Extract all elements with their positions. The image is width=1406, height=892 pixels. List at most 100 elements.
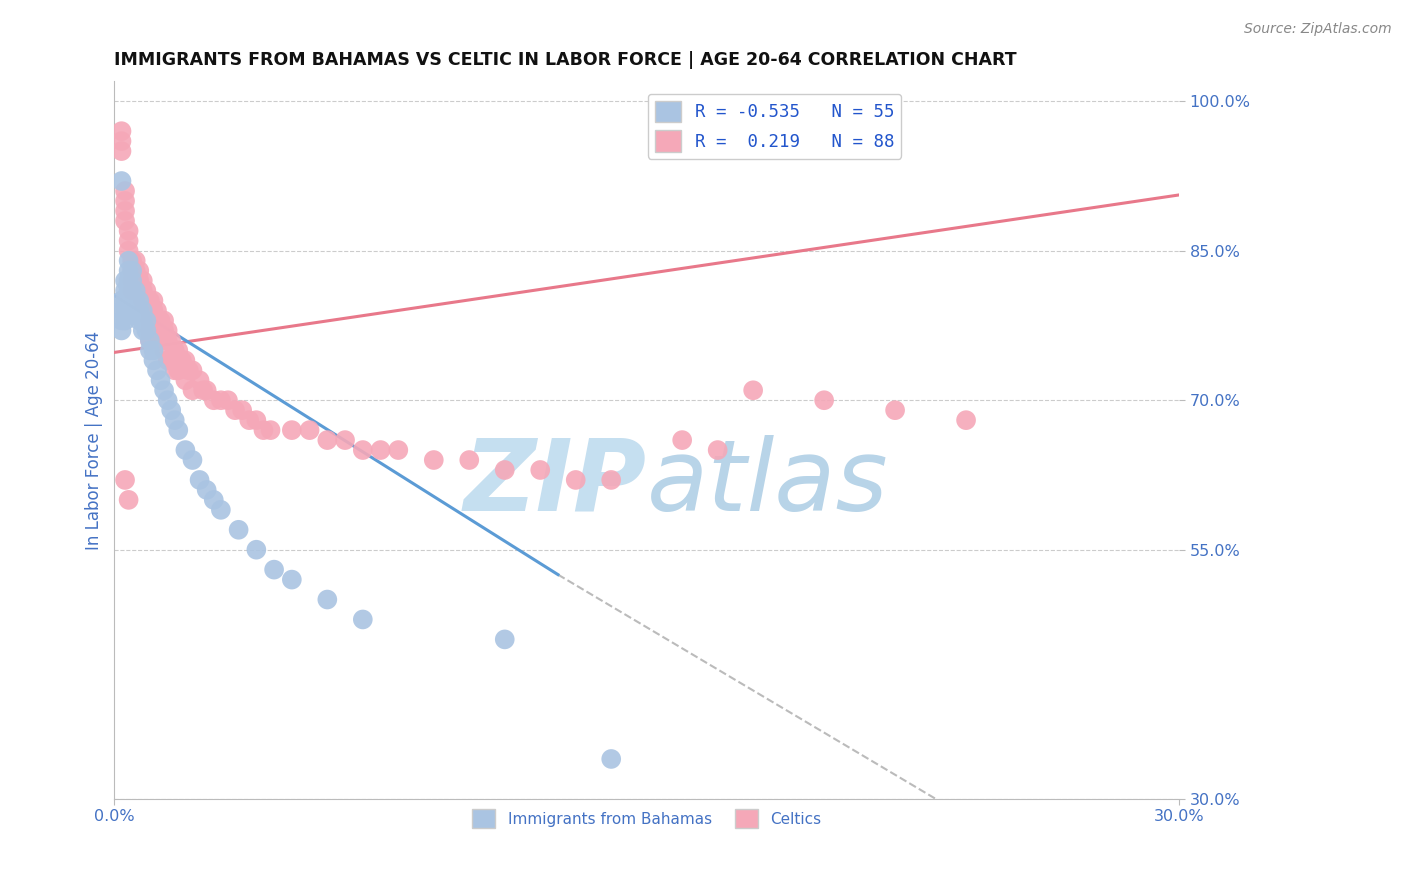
Point [132,303,155,318]
Point [135,284,157,298]
Point [110,124,132,138]
Point [316,433,339,447]
Point [458,453,481,467]
Point [114,184,136,198]
Point [352,443,374,458]
Point [149,373,172,387]
Point [132,313,155,327]
Point [128,293,150,308]
Point [139,334,162,348]
Point [153,313,176,327]
Point [139,334,162,348]
Point [139,303,162,318]
Point [110,134,132,148]
Point [142,293,165,308]
Point [125,274,148,288]
Point [153,384,176,398]
Point [156,393,179,408]
Point [121,284,143,298]
Point [117,492,139,507]
Point [494,463,516,477]
Point [132,323,155,337]
Point [600,473,623,487]
Point [955,413,977,427]
Point [170,353,193,368]
Point [316,592,339,607]
Point [298,423,321,437]
Point [128,274,150,288]
Point [117,253,139,268]
Point [195,483,218,497]
Y-axis label: In Labor Force | Age 20-64: In Labor Force | Age 20-64 [86,331,103,549]
Point [245,413,267,427]
Point [153,323,176,337]
Point [139,313,162,327]
Point [121,263,143,277]
Point [139,293,162,308]
Point [114,214,136,228]
Point [163,363,186,377]
Point [110,303,132,318]
Point [494,632,516,647]
Point [281,423,304,437]
Text: ZIP: ZIP [464,434,647,532]
Text: Source: ZipAtlas.com: Source: ZipAtlas.com [1244,22,1392,37]
Point [110,313,132,327]
Point [114,293,136,308]
Point [160,334,183,348]
Point [128,284,150,298]
Point [174,373,197,387]
Point [177,363,200,377]
Point [202,492,225,507]
Point [188,473,211,487]
Point [228,523,250,537]
Point [156,334,179,348]
Point [125,284,148,298]
Point [387,443,409,458]
Point [156,353,179,368]
Point [125,293,148,308]
Point [142,343,165,358]
Point [742,384,765,398]
Point [114,274,136,288]
Point [224,403,246,417]
Point [135,293,157,308]
Text: atlas: atlas [647,434,889,532]
Point [117,284,139,298]
Point [245,542,267,557]
Point [156,323,179,337]
Point [110,293,132,308]
Point [139,323,162,337]
Legend: Immigrants from Bahamas, Celtics: Immigrants from Bahamas, Celtics [467,804,827,834]
Point [160,353,183,368]
Point [114,284,136,298]
Point [132,284,155,298]
Point [114,303,136,318]
Point [423,453,446,467]
Point [128,303,150,318]
Point [114,194,136,208]
Point [259,423,281,437]
Point [125,303,148,318]
Point [153,343,176,358]
Point [209,503,232,517]
Point [252,423,274,437]
Point [117,234,139,248]
Point [671,433,693,447]
Point [121,284,143,298]
Point [132,274,155,288]
Point [209,393,232,408]
Point [117,224,139,238]
Point [181,384,204,398]
Point [121,253,143,268]
Point [217,393,239,408]
Point [167,363,190,377]
Point [163,343,186,358]
Point [706,443,728,458]
Point [110,174,132,188]
Point [191,384,214,398]
Point [600,752,623,766]
Point [146,323,169,337]
Point [114,473,136,487]
Point [121,293,143,308]
